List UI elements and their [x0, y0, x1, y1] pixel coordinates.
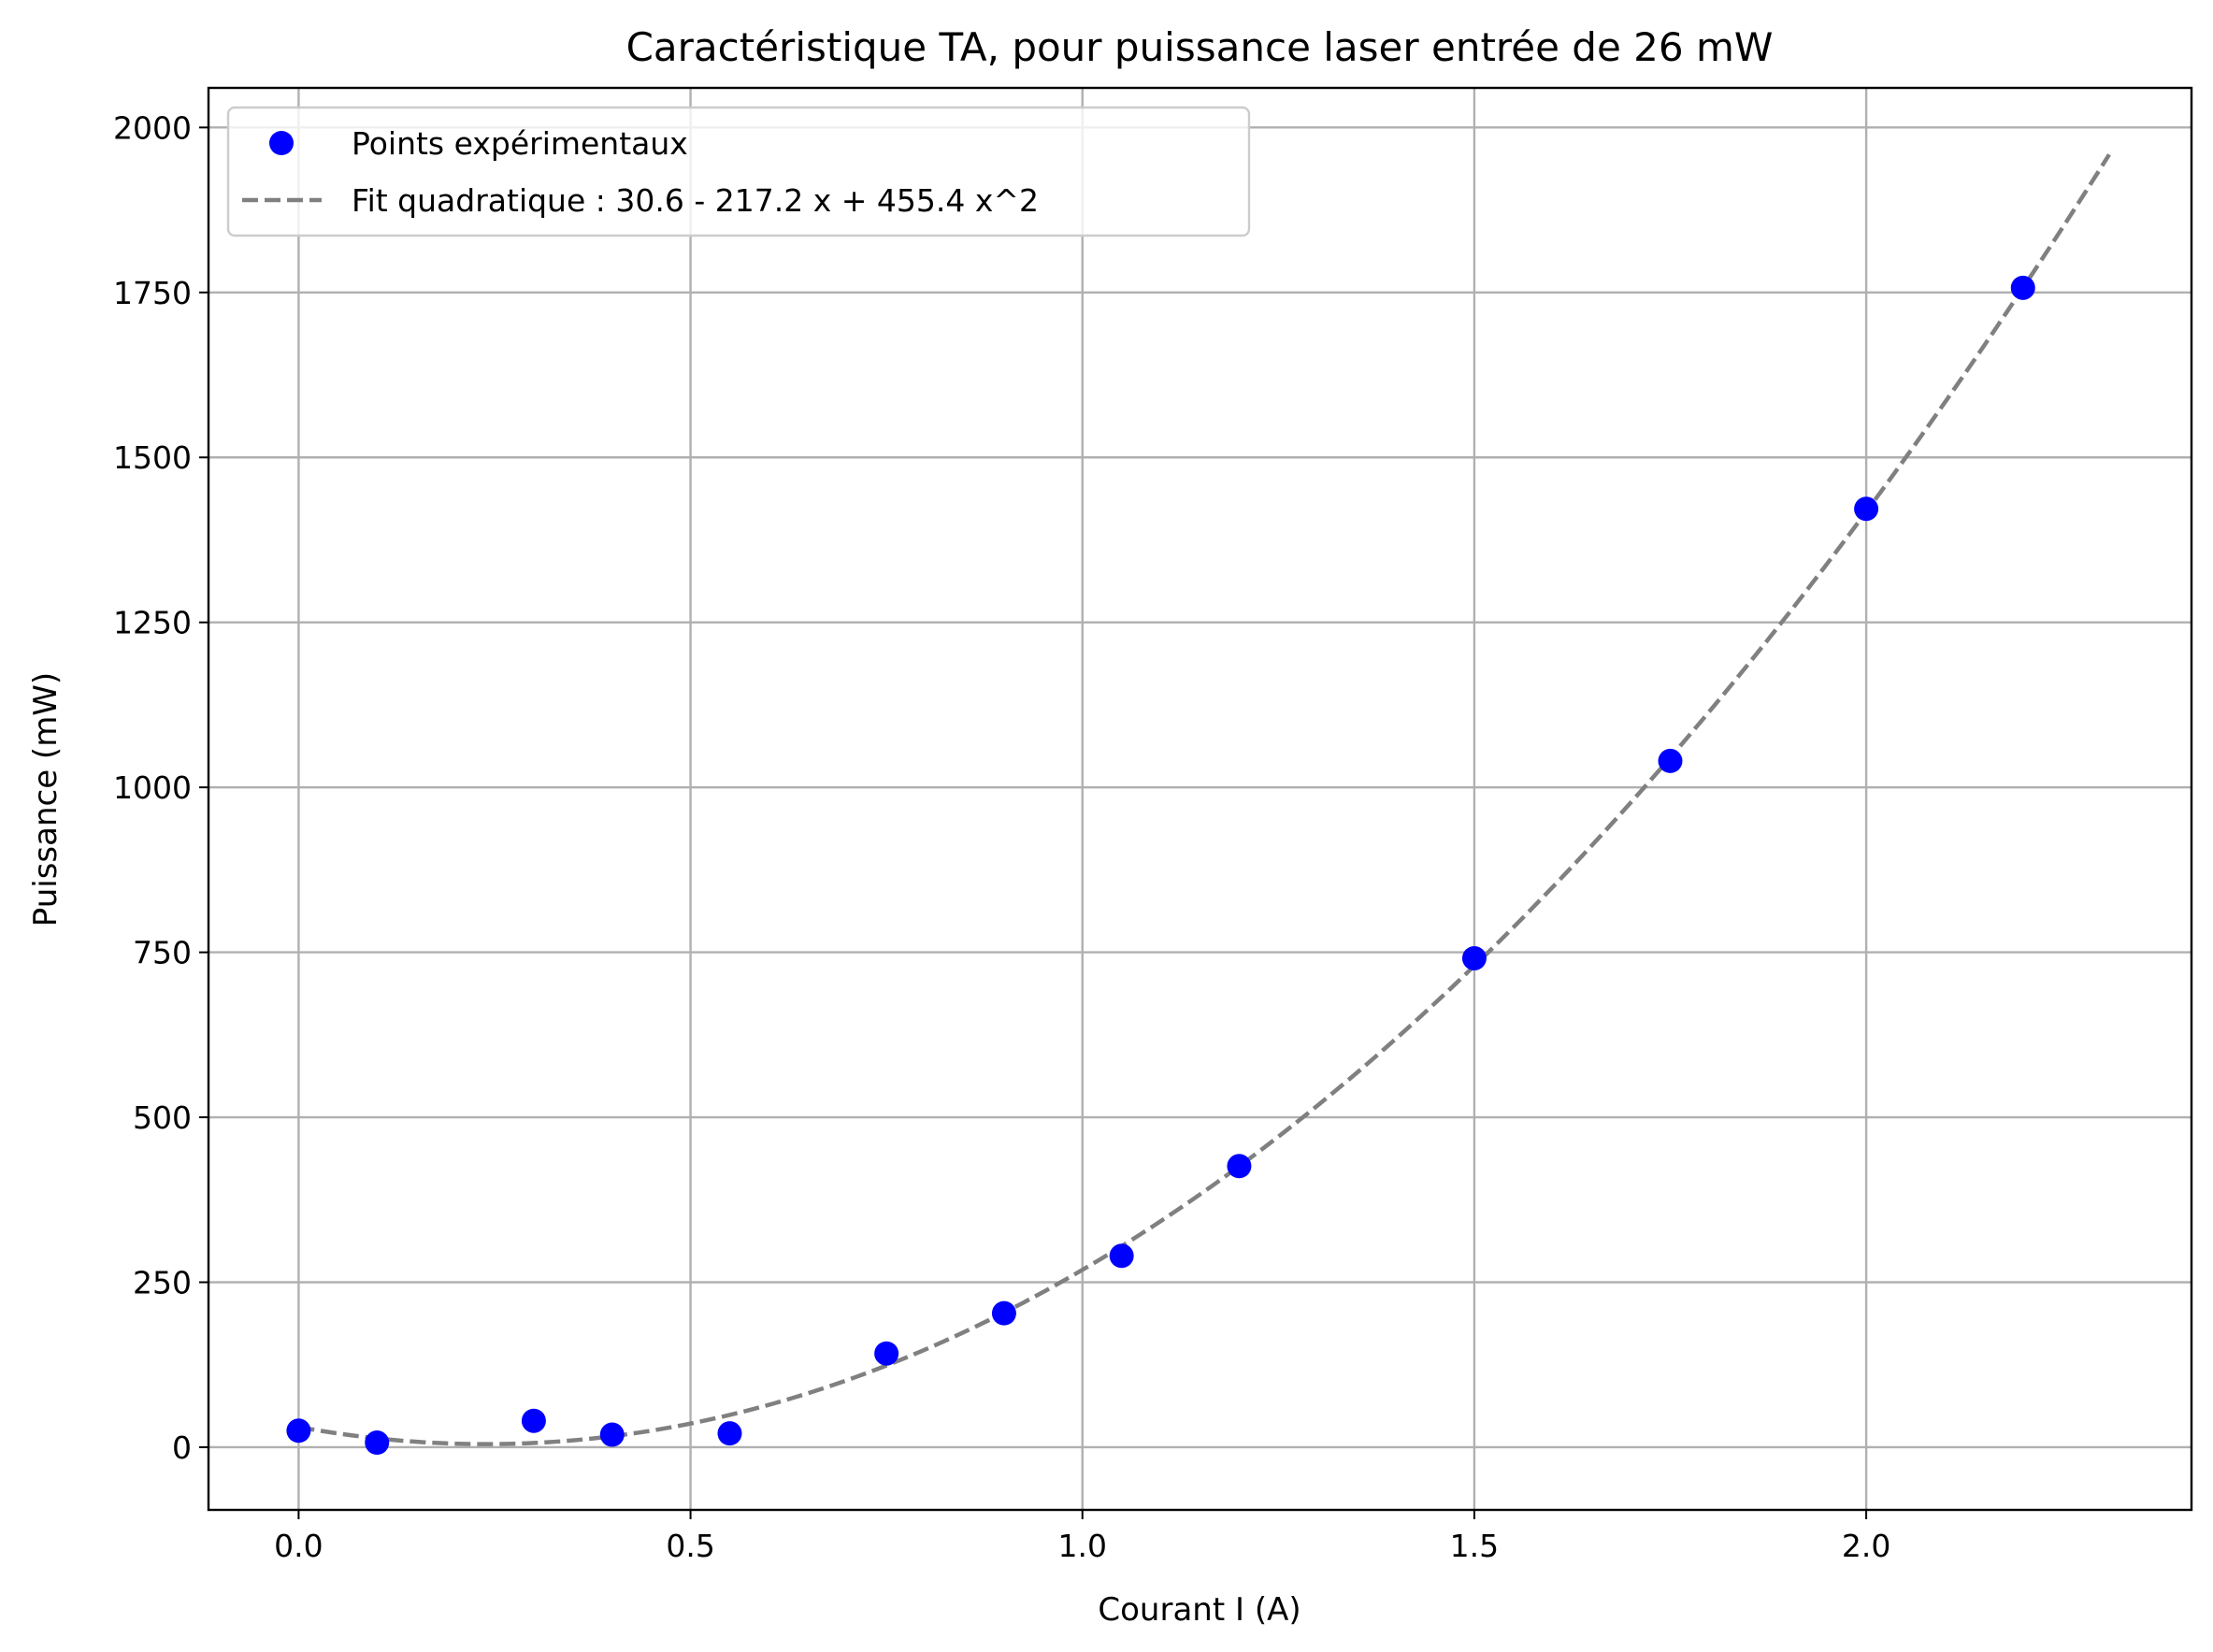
legend-box — [226, 106, 1251, 237]
data-point — [365, 1430, 390, 1456]
legend-label-fit: Fit quadratique : 30.6 - 217.2 x + 455.4… — [352, 182, 1039, 219]
data-point — [991, 1300, 1016, 1326]
data-point — [1227, 1154, 1252, 1179]
plot-frame — [207, 86, 2193, 1512]
y-tick-label: 250 — [133, 1264, 192, 1300]
x-tick-label: 2.0 — [1842, 1528, 1890, 1564]
x-tick-label: 1.5 — [1450, 1528, 1499, 1564]
data-point — [1461, 945, 1487, 970]
data-point — [2010, 275, 2035, 300]
x-tick-label: 0.5 — [666, 1528, 714, 1564]
data-point — [1854, 496, 1879, 522]
data-point — [286, 1418, 311, 1444]
y-axis-ticks: 0 250 500 750 1000 1250 1500 1750 2000 — [113, 109, 208, 1466]
y-tick-label: 500 — [133, 1099, 192, 1136]
y-axis-label: Puissance (mW) — [27, 672, 65, 927]
y-tick-label: 1750 — [113, 275, 192, 311]
y-tick-label: 0 — [172, 1429, 192, 1466]
legend: Points expérimentaux Fit quadratique : 3… — [226, 106, 1251, 237]
y-tick-label: 750 — [133, 935, 192, 971]
y-tick-label: 2000 — [113, 109, 192, 146]
y-tick-label: 1250 — [113, 605, 192, 641]
data-point — [599, 1422, 625, 1447]
y-tick-label: 1500 — [113, 439, 192, 476]
data-point — [717, 1421, 742, 1446]
x-axis-label: Courant I (A) — [1098, 1591, 1300, 1629]
x-tick-label: 1.0 — [1058, 1528, 1107, 1564]
chart-title: Caractéristique TA, pour puissance laser… — [626, 24, 1774, 70]
legend-label-points: Points expérimentaux — [352, 125, 688, 162]
y-tick-label: 1000 — [113, 769, 192, 806]
x-axis-ticks: 0.0 0.5 1.0 1.5 2.0 — [274, 1510, 1890, 1564]
data-point — [521, 1408, 546, 1433]
legend-marker-points — [269, 131, 294, 155]
data-points-layer — [286, 275, 2035, 1456]
data-point — [1658, 748, 1683, 773]
x-tick-label: 0.0 — [274, 1528, 323, 1564]
data-point — [1109, 1243, 1134, 1269]
data-point — [874, 1341, 899, 1366]
